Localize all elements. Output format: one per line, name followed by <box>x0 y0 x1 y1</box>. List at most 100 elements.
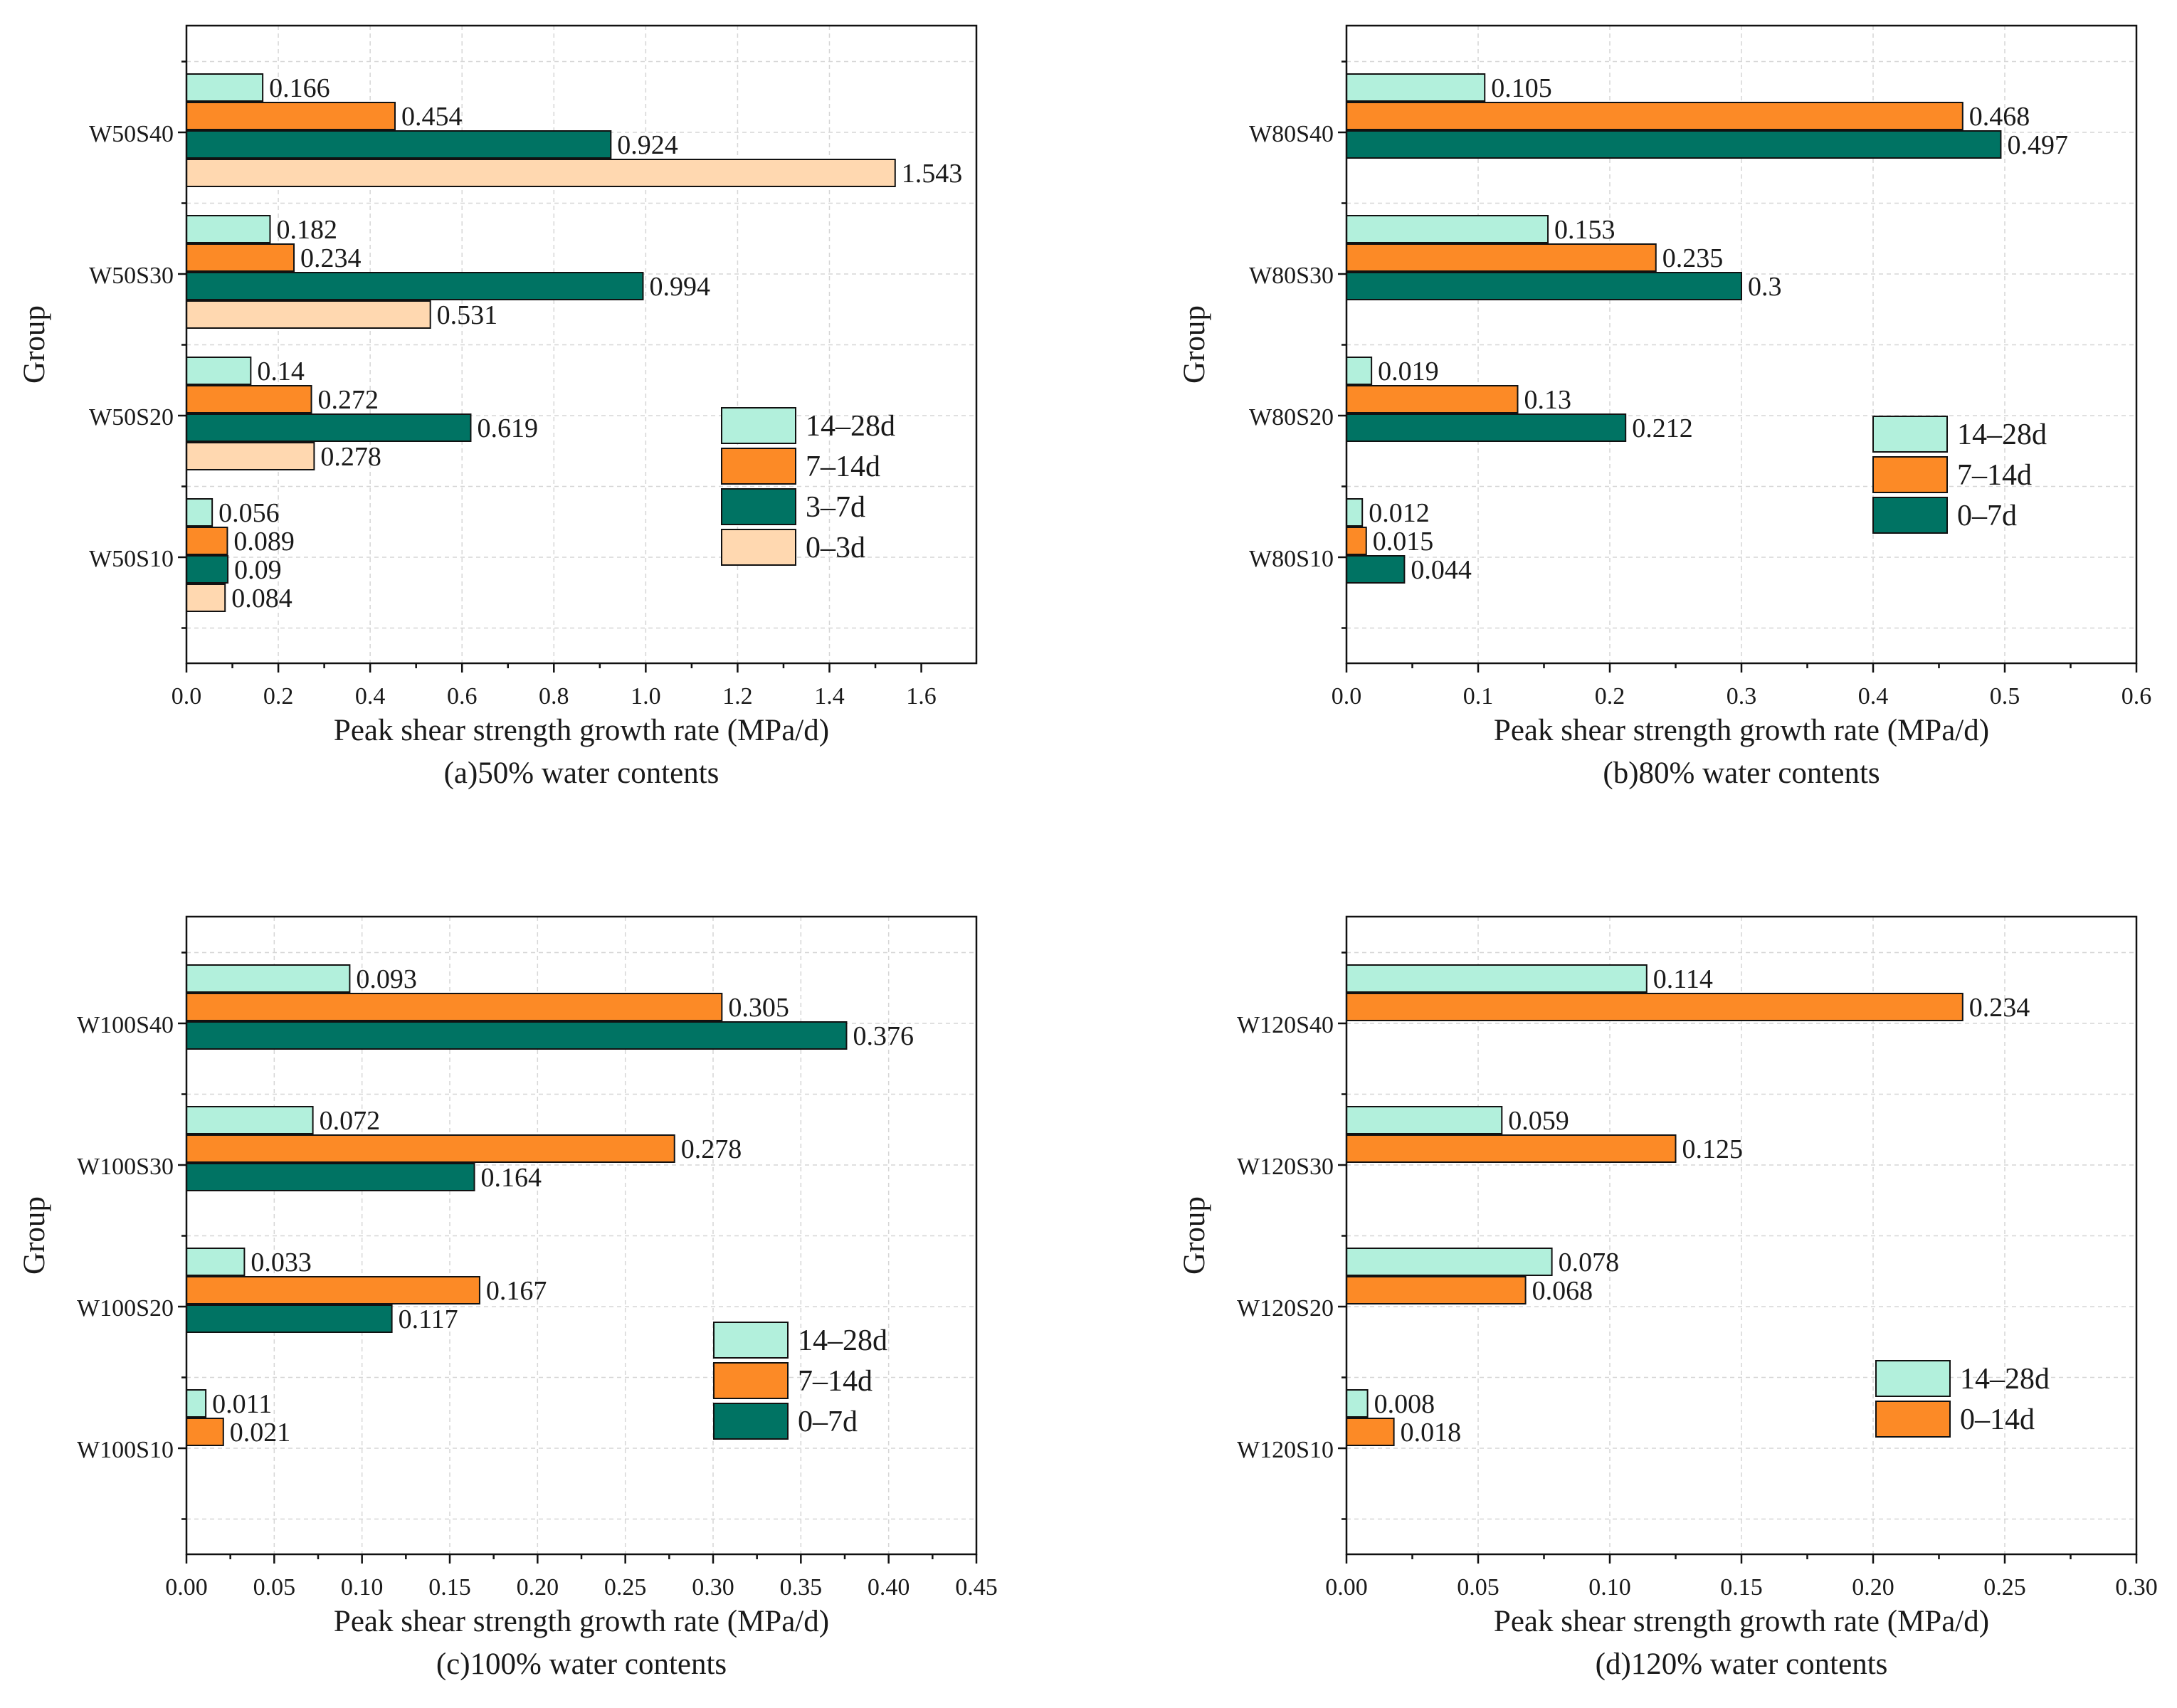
bar <box>186 300 431 329</box>
data-label: 0.13 <box>1524 385 1572 415</box>
bar <box>1346 527 1367 555</box>
data-label: 0.14 <box>257 357 305 386</box>
x-tick-label: 0.10 <box>1588 1574 1631 1601</box>
data-label: 0.056 <box>218 498 280 528</box>
x-axis-title: Peak shear strength growth rate (MPa/d) <box>1494 714 1989 747</box>
bar <box>186 498 214 527</box>
data-label: 0.994 <box>649 272 710 302</box>
bar <box>1346 498 1364 527</box>
data-label: 0.015 <box>1373 527 1434 557</box>
y-axis-title: Group <box>1178 305 1211 384</box>
bar <box>186 1163 475 1191</box>
bar <box>1346 1248 1553 1276</box>
data-label: 0.093 <box>356 964 417 994</box>
data-label: 0.924 <box>617 130 678 160</box>
x-tick-label: 0.05 <box>253 1574 296 1601</box>
bar <box>186 1304 393 1333</box>
x-tick-label: 0.15 <box>428 1574 471 1601</box>
x-tick-label: 0.20 <box>1852 1574 1894 1601</box>
data-label: 0.182 <box>276 215 337 245</box>
legend-swatch <box>1875 1360 1951 1397</box>
legend-label: 3–7d <box>806 491 865 524</box>
data-label: 0.117 <box>399 1304 458 1334</box>
data-label: 0.008 <box>1374 1389 1435 1419</box>
x-tick-label: 0.1 <box>1463 683 1494 710</box>
x-tick-label: 0.6 <box>447 683 478 710</box>
data-label: 0.272 <box>318 385 379 415</box>
bar <box>186 102 396 130</box>
x-tick-label: 0.05 <box>1457 1574 1499 1601</box>
category-tick-label: W100S10 <box>77 1437 174 1463</box>
x-axis-title: Peak shear strength growth rate (MPa/d) <box>334 1605 829 1638</box>
data-label: 0.278 <box>681 1134 742 1164</box>
x-axis-title: Peak shear strength growth rate (MPa/d) <box>1494 1605 1989 1638</box>
category-tick-label: W100S20 <box>77 1295 174 1322</box>
x-tick-label: 1.0 <box>631 683 661 710</box>
category-tick-label: W50S30 <box>89 263 174 289</box>
data-label: 0.084 <box>231 584 292 613</box>
y-axis-title: Group <box>18 305 51 384</box>
x-tick-label: 0.25 <box>1983 1574 2026 1601</box>
bar <box>1346 1134 1677 1163</box>
x-tick-label: 0.8 <box>539 683 569 710</box>
data-label: 0.018 <box>1401 1418 1462 1448</box>
x-tick-label: 0.30 <box>692 1574 734 1601</box>
x-tick-label: 0.15 <box>1720 1574 1763 1601</box>
x-tick-label: 0.2 <box>1595 683 1625 710</box>
category-tick-label: W80S40 <box>1249 121 1334 147</box>
panel-caption: (c)100% water contents <box>436 1648 727 1681</box>
x-tick-label: 1.4 <box>814 683 845 710</box>
bar <box>186 1106 314 1134</box>
legend-label: 0–7d <box>1957 500 2017 532</box>
bar <box>186 243 295 272</box>
legend-label: 0–14d <box>1960 1403 2035 1436</box>
data-label: 0.167 <box>486 1276 547 1306</box>
x-tick-label: 0.35 <box>780 1574 823 1601</box>
data-label: 0.164 <box>481 1163 542 1193</box>
legend-swatch <box>1872 497 1948 534</box>
bar <box>1346 272 1742 300</box>
legend-swatch <box>1872 456 1948 493</box>
bar <box>186 993 723 1021</box>
x-tick-label: 0.4 <box>355 683 386 710</box>
data-label: 0.089 <box>233 527 295 557</box>
bar <box>186 555 229 584</box>
bar <box>186 1276 480 1304</box>
x-tick-label: 0.6 <box>2121 683 2152 710</box>
x-tick-label: 0.20 <box>517 1574 559 1601</box>
data-label: 0.068 <box>1532 1276 1593 1306</box>
x-tick-label: 0.2 <box>263 683 294 710</box>
bar <box>1346 1418 1395 1446</box>
x-tick-label: 0.0 <box>172 683 202 710</box>
data-label: 0.044 <box>1411 555 1471 585</box>
bar <box>1346 1276 1527 1304</box>
data-label: 0.105 <box>1491 73 1552 103</box>
bar <box>186 442 315 470</box>
data-label: 0.078 <box>1559 1248 1620 1277</box>
legend-label: 0–7d <box>798 1406 858 1438</box>
legend-swatch <box>713 1322 789 1359</box>
bar <box>186 1021 848 1050</box>
bar <box>186 1248 246 1276</box>
y-axis-title: Group <box>1178 1196 1211 1275</box>
x-tick-label: 0.00 <box>165 1574 208 1601</box>
category-tick-label: W120S20 <box>1237 1295 1334 1322</box>
data-label: 0.454 <box>401 102 463 132</box>
x-tick-label: 0.25 <box>604 1574 647 1601</box>
legend-swatch <box>721 529 796 566</box>
legend-label: 0–3d <box>806 532 865 564</box>
x-tick-label: 0.45 <box>955 1574 998 1601</box>
data-label: 1.543 <box>902 159 963 189</box>
bar <box>186 159 896 187</box>
legend-label: 7–14d <box>1957 459 2032 492</box>
plot-frame <box>185 24 978 665</box>
bar <box>1346 243 1657 272</box>
data-label: 0.3 <box>1748 272 1782 302</box>
bar <box>186 215 271 243</box>
bar <box>1346 555 1406 584</box>
category-tick-label: W50S40 <box>89 121 174 147</box>
panel-c: 0.093 0.305 0.376 W100S40 0.072 0.278 0.164 W10… <box>18 915 998 1681</box>
bar <box>1346 73 1486 102</box>
